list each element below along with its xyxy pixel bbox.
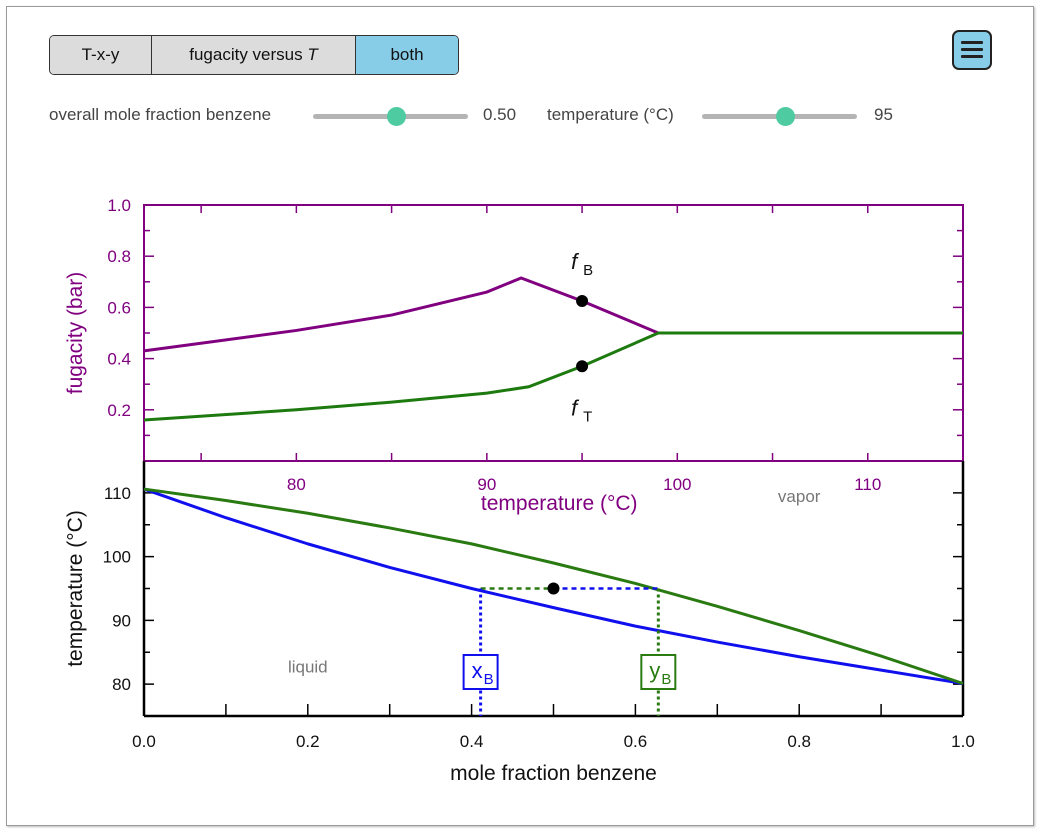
temperature-value: 95 <box>874 105 893 124</box>
mole-fraction-value: 0.50 <box>483 105 517 124</box>
vapor-region-label: vapor <box>778 487 821 506</box>
xb-box-label: x <box>472 658 483 683</box>
yb-box-label: y <box>649 658 660 683</box>
fugacity-y-tick-label: 0.6 <box>107 298 131 317</box>
txy-x-tick-label: 0.6 <box>624 732 648 751</box>
fugacity-x-tick-label: 80 <box>287 475 306 494</box>
txy-x-tick-label: 0.8 <box>787 732 811 751</box>
txy-y-tick-label: 90 <box>112 611 131 630</box>
temperature-label: temperature (°C) <box>547 105 674 124</box>
txy-y-tick-label: 110 <box>104 484 131 503</box>
fugacity-y-tick-label: 0.8 <box>107 247 131 266</box>
txy-y-axis-label: temperature (°C) <box>64 510 87 667</box>
tab-txy[interactable]: T-x-y <box>50 36 152 74</box>
xb-box-subscript: B <box>484 671 494 688</box>
txy-y-tick-label: 80 <box>112 675 131 694</box>
txy-x-tick-label: 0.2 <box>296 732 320 751</box>
mole-fraction-label: overall mole fraction benzene <box>49 105 272 124</box>
txy-chart: 0.0 0.2 0.4 0.6 0.8 1.0 80 90 100 110 mole fractio… <box>64 461 975 785</box>
tab-fugacity-versus-t[interactable]: fugacity versus T <box>152 36 356 74</box>
hamburger-menu-icon[interactable] <box>952 30 992 70</box>
fugacity-y-axis-label: fugacity (bar) <box>64 272 87 395</box>
txy-y-tick-label: 100 <box>103 548 131 567</box>
tab-fugacity-italic: T <box>307 45 318 64</box>
fugacity-y-tick-label: 0.4 <box>107 350 131 369</box>
fugacity-x-tick-label: 100 <box>663 475 691 494</box>
liquid-region-label: liquid <box>288 658 328 677</box>
yb-box-subscript: B <box>661 671 671 688</box>
mole-fraction-slider-thumb[interactable] <box>387 107 406 126</box>
ft-label: f <box>571 395 580 420</box>
fb-label-subscript: B <box>583 262 593 279</box>
fugacity-x-axis-label: temperature (°C) <box>481 492 638 515</box>
tab-fugacity-label: fugacity versus <box>189 45 303 64</box>
yb-box <box>640 654 677 690</box>
ft-label-subscript: T <box>583 408 592 425</box>
fugacity-chart: 0.2 0.4 0.6 0.8 1.0 80 90 100 110 temperature (°C… <box>64 196 964 515</box>
txy-x-tick-label: 0.4 <box>460 732 484 751</box>
dew-line <box>143 487 964 685</box>
fugacity-x-tick-label: 110 <box>854 475 881 494</box>
fugacity-y-tick-label: 1.0 <box>107 196 131 215</box>
txy-x-tick-label: 0.0 <box>132 732 156 751</box>
xb-box <box>462 654 499 690</box>
toluene-fugacity-line <box>143 331 963 422</box>
temperature-slider-thumb[interactable] <box>776 107 795 126</box>
app-frame <box>6 6 1034 826</box>
fugacity-x-tick-label: 90 <box>477 475 496 494</box>
benzene-fugacity-point <box>576 295 589 307</box>
fugacity-y-tick-label: 0.2 <box>107 401 131 420</box>
toluene-fugacity-point <box>576 360 589 373</box>
bubble-line <box>143 487 964 685</box>
state-point <box>547 582 560 595</box>
txy-x-tick-label: 1.0 <box>951 732 975 751</box>
txy-x-axis-label: mole fraction benzene <box>450 762 657 785</box>
fb-label: f <box>571 249 580 274</box>
view-tabs: T-x-y fugacity versus T both <box>49 35 459 75</box>
tab-both[interactable]: both <box>356 36 458 74</box>
benzene-fugacity-line <box>143 276 963 353</box>
